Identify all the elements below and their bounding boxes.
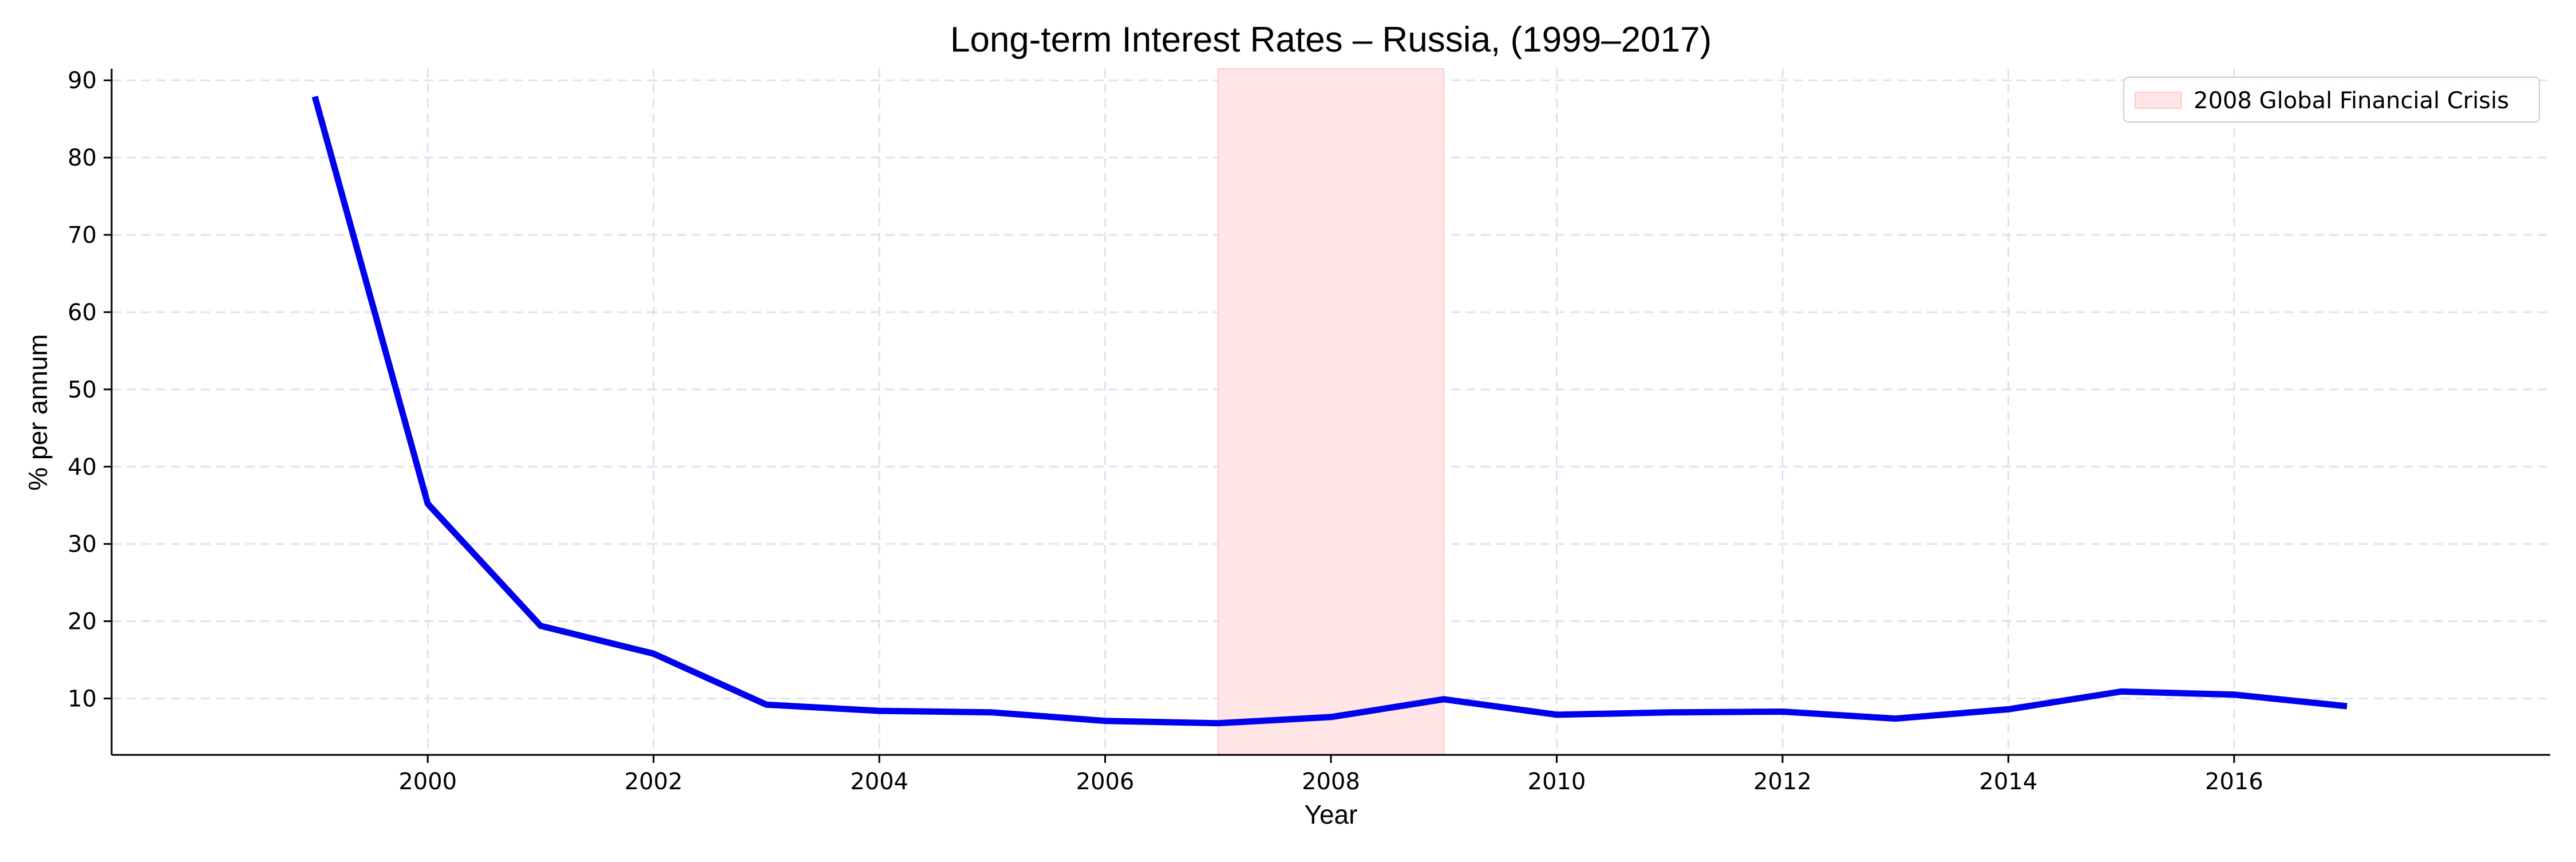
series-line: [311, 96, 2348, 727]
chart-title: Long-term Interest Rates – Russia, (1999…: [950, 20, 1712, 60]
legend-frame: [2123, 77, 2540, 123]
y-tick-label: 80: [68, 145, 97, 171]
legend-swatch: [2135, 92, 2182, 109]
x-tick-label: 2010: [1528, 769, 1586, 795]
x-axis-label: Year: [1305, 800, 1358, 829]
x-tick-label: 2002: [625, 769, 683, 795]
x-tick-label: 2000: [398, 769, 457, 795]
x-tick-label: 2004: [850, 769, 908, 795]
series-layer: [311, 96, 2348, 727]
y-tick-label: 10: [68, 686, 97, 713]
crisis-band: [1217, 68, 1445, 755]
x-tick-label: 2008: [1302, 769, 1360, 795]
y-tick-label: 40: [68, 454, 97, 481]
y-axis-label: % per annum: [23, 334, 53, 491]
y-tick-label: 20: [68, 609, 97, 635]
x-axis-ticks: 2000 2002 2004 2006 2008 2010 2012 2014 2016: [398, 755, 2263, 795]
y-tick-label: 30: [68, 532, 97, 558]
y-tick-label: 50: [68, 377, 97, 403]
x-tick-label: 2016: [2205, 769, 2263, 795]
legend-label: 2008 Global Financial Crisis: [2194, 88, 2509, 114]
y-tick-label: 90: [68, 68, 97, 94]
legend: 2008 Global Financial Crisis: [2123, 77, 2540, 123]
y-tick-label: 60: [68, 300, 97, 326]
y-tick-label: 70: [68, 222, 97, 249]
x-tick-label: 2012: [1753, 769, 1812, 795]
y-axis-ticks: 10 20 30 40 50 60 70 80 90: [68, 68, 112, 713]
shade-layer: [1217, 68, 1445, 755]
x-tick-label: 2006: [1076, 769, 1135, 795]
x-tick-label: 2014: [1979, 769, 2037, 795]
